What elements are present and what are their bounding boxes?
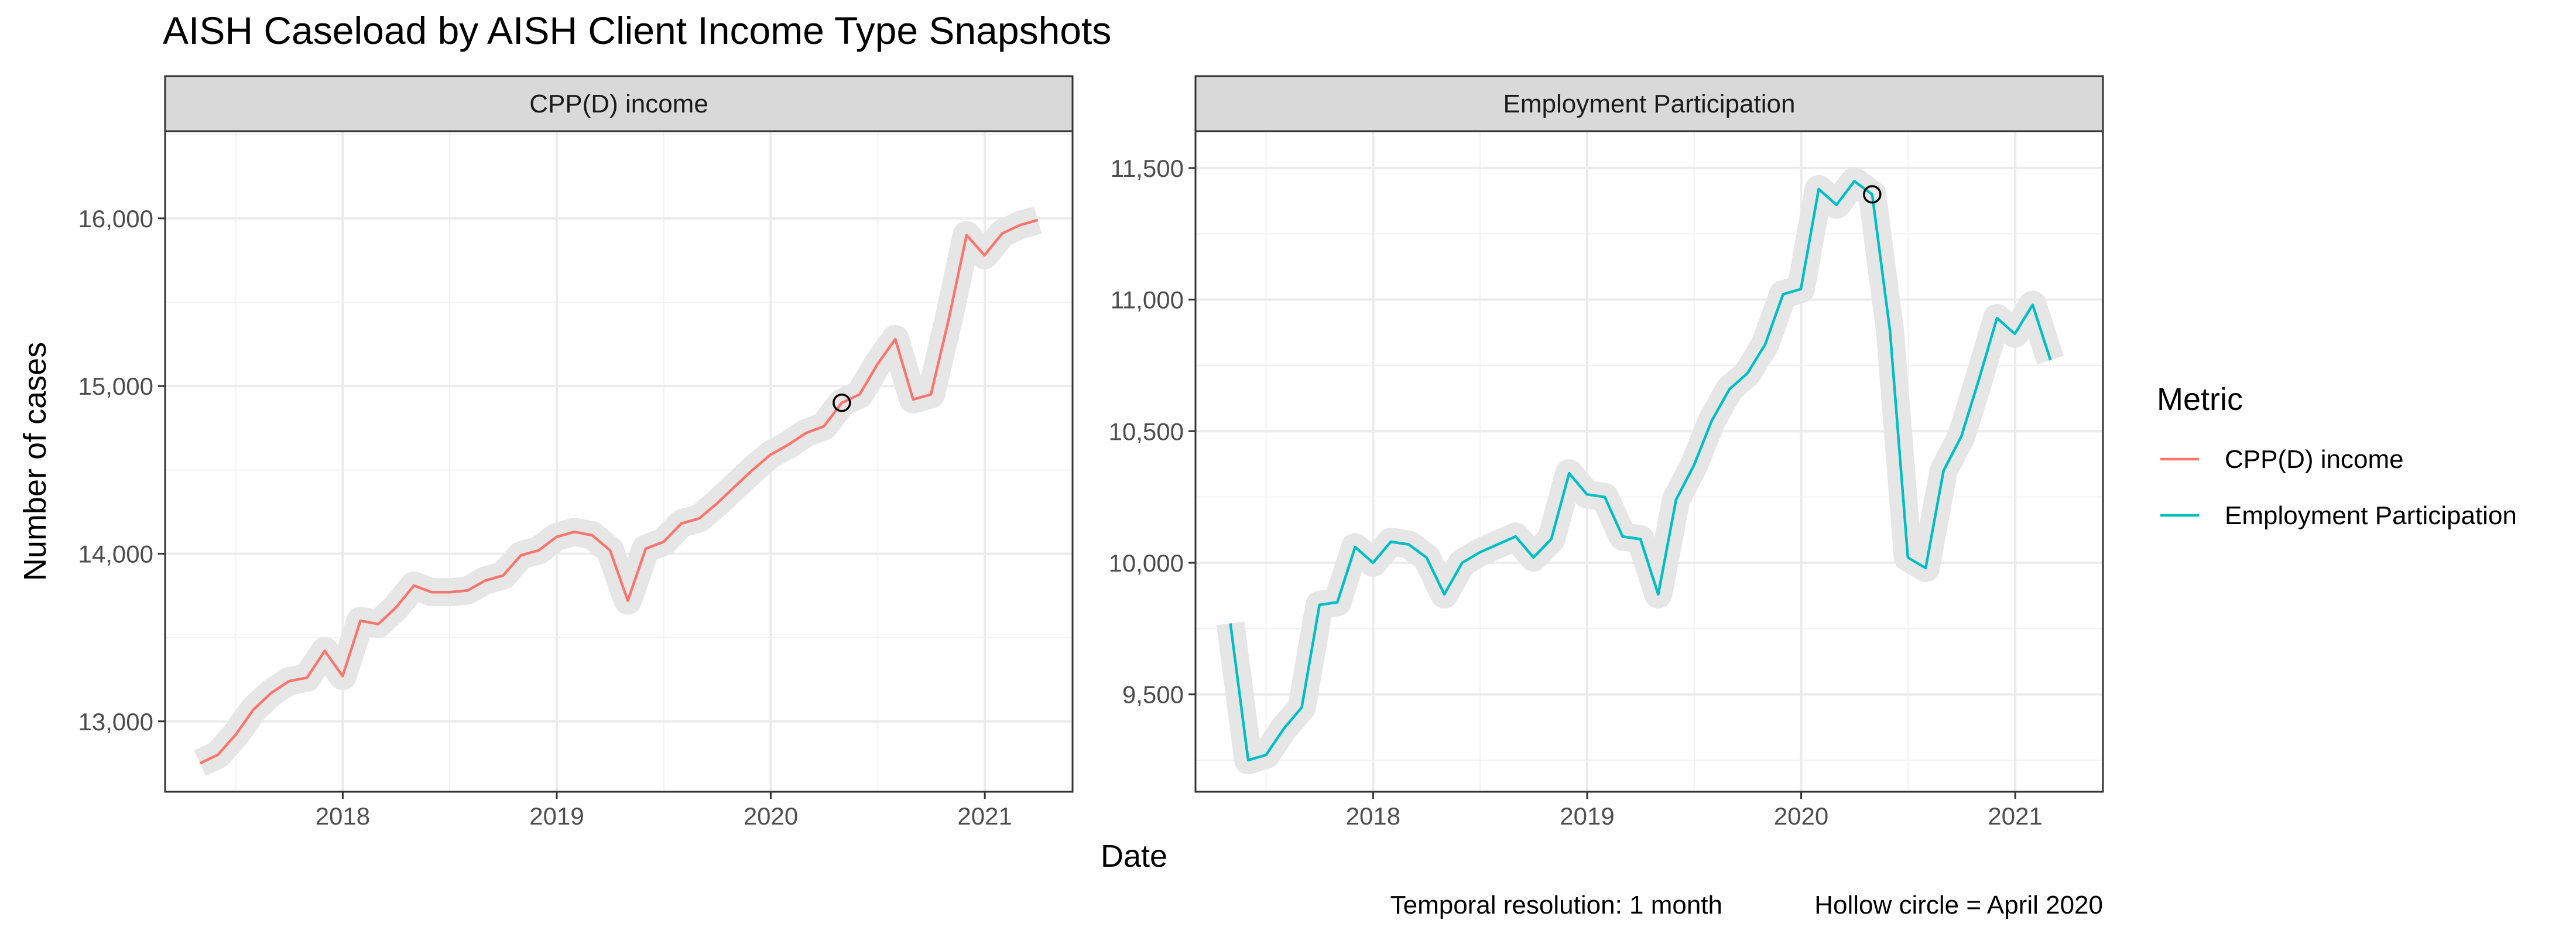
facet-strip	[1194, 75, 2104, 132]
series-line	[199, 218, 1039, 765]
april-2020-marker	[1863, 185, 1882, 204]
y-tick-label: 9,500	[1122, 681, 1184, 709]
facet-strip	[164, 75, 1074, 132]
legend-label: CPP(D) income	[2225, 445, 2404, 474]
legend-title: Metric	[2157, 382, 2243, 417]
x-tick-label: 2021	[1988, 802, 2042, 830]
y-tick-label: 14,000	[78, 540, 153, 567]
y-tick-label: 11,000	[1111, 286, 1184, 314]
y-tick-label: 13,000	[78, 708, 153, 736]
x-tick-label: 2020	[1774, 802, 1828, 830]
facet-strip-label: Employment Participation	[1503, 90, 1796, 118]
panel-background	[1195, 131, 2103, 792]
chart-title: AISH Caseload by AISH Client Income Type…	[163, 9, 1112, 52]
x-tick-label: 2021	[957, 802, 1012, 830]
legend-label: Employment Participation	[2225, 501, 2517, 530]
series-line	[1229, 180, 2052, 762]
y-tick-label: 10,500	[1109, 418, 1184, 445]
y-axis-title: Number of cases	[18, 342, 53, 581]
caption-hollow-circle: Hollow circle = April 2020	[1814, 891, 2103, 919]
x-axis-title: Date	[1101, 839, 1167, 874]
april-2020-marker	[833, 394, 851, 412]
y-tick-label: 10,000	[1109, 549, 1184, 577]
y-tick-label: 15,000	[78, 372, 153, 400]
x-tick-label: 2019	[1560, 802, 1614, 830]
x-tick-label: 2019	[529, 802, 584, 830]
x-tick-label: 2020	[744, 802, 798, 830]
caption-temporal-resolution: Temporal resolution: 1 month	[1390, 891, 1722, 919]
x-tick-label: 2018	[316, 802, 370, 830]
y-tick-label: 11,500	[1111, 155, 1184, 182]
y-tick-label: 16,000	[78, 205, 153, 232]
x-tick-label: 2018	[1346, 802, 1400, 830]
facet-strip-label: CPP(D) income	[529, 90, 708, 118]
